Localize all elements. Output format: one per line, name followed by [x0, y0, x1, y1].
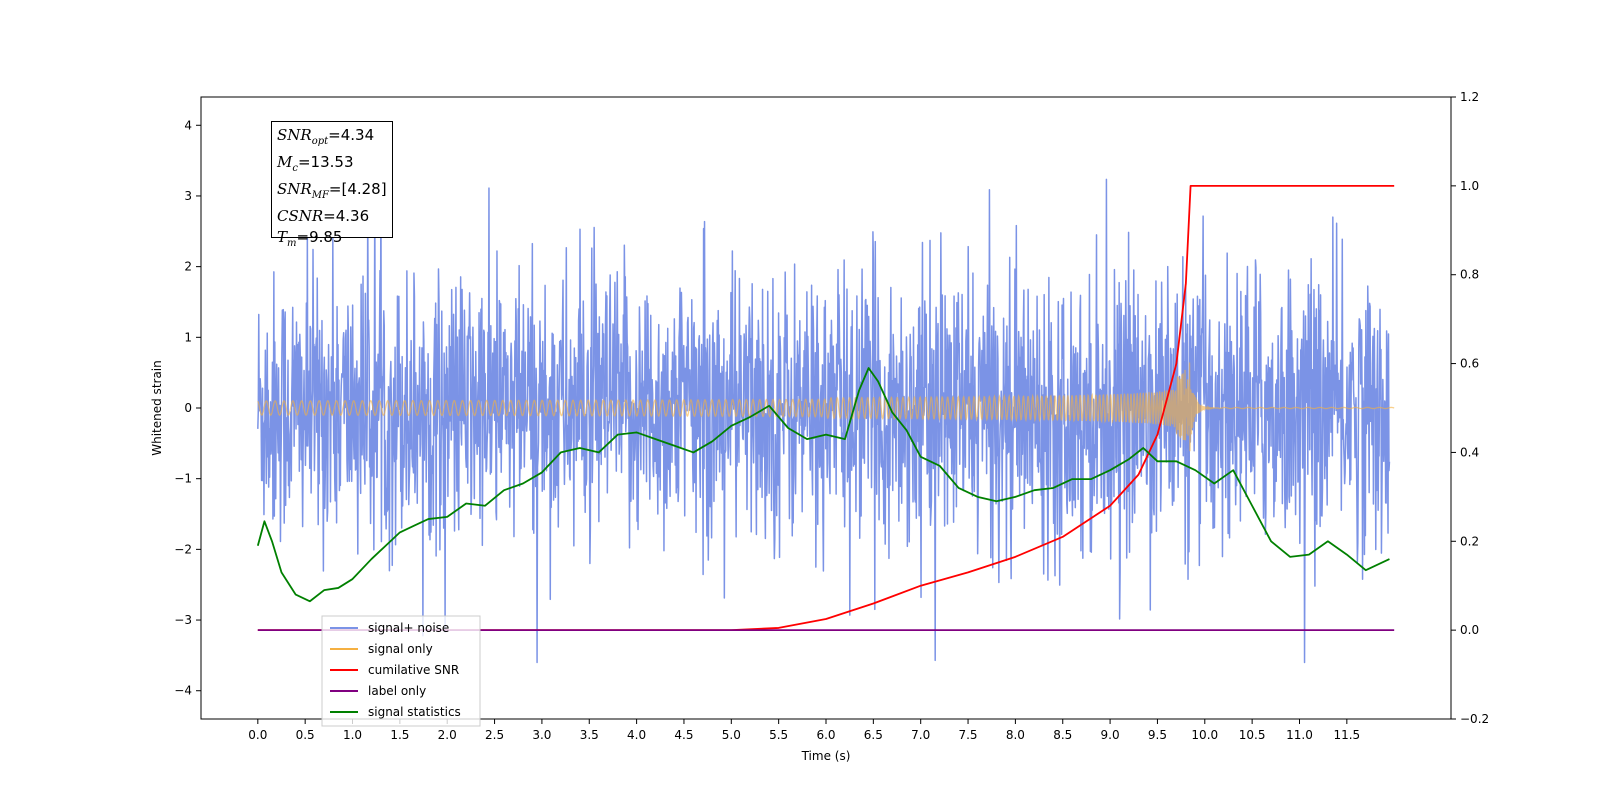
x-tick-label: 1.0: [343, 728, 362, 742]
y-tick-label-left: 4: [184, 118, 192, 132]
y-tick-label-left: −2: [174, 542, 192, 556]
y-tick-label-right: 0.6: [1460, 357, 1479, 371]
x-axis: 0.0 0.5 1.0 1.5 2.0 2.5 3.0 3.5 4.0 4.5 5.0 5.5 6.0 6…: [248, 719, 1360, 742]
y-tick-label-right: 1.0: [1460, 179, 1479, 193]
mc-value: 13.53: [310, 153, 354, 171]
series-signal-statistics: [256, 367, 1390, 603]
x-tick-label: 6.0: [816, 728, 835, 742]
x-tick-label: 2.5: [485, 728, 504, 742]
mc-line: Mc=13.53: [277, 153, 354, 174]
x-tick-label: 2.0: [438, 728, 457, 742]
tm-value: 9.85: [309, 228, 343, 246]
x-tick-label: 6.5: [864, 728, 883, 742]
y-tick-label-left: 2: [184, 260, 192, 274]
annotation-box: SNRopt=4.34 Mc=13.53 SNRMF=[4.28] CSNR=4…: [271, 121, 393, 249]
x-tick-label: 5.5: [769, 728, 788, 742]
x-tick-label: 3.5: [580, 728, 599, 742]
x-tick-label: 0.5: [296, 728, 315, 742]
x-tick-label: 9.0: [1101, 728, 1120, 742]
x-tick-label: 11.5: [1333, 728, 1360, 742]
x-tick-label: 5.0: [722, 728, 741, 742]
y-tick-label-right: 0.8: [1460, 268, 1479, 282]
x-tick-label: 0.0: [248, 728, 267, 742]
legend-label: signal only: [368, 642, 433, 656]
csnr-line: CSNR=4.36: [277, 207, 370, 225]
legend-label: cumilative SNR: [368, 663, 459, 677]
y-tick-label-right: 0.4: [1460, 445, 1479, 459]
y-tick-label-right: −0.2: [1460, 712, 1489, 726]
y-tick-label-right: 0.0: [1460, 623, 1479, 637]
y-tick-label-right: 1.2: [1460, 90, 1479, 104]
x-tick-label: 4.0: [627, 728, 646, 742]
y-tick-label-left: 0: [184, 401, 192, 415]
x-tick-label: 7.0: [911, 728, 930, 742]
x-tick-label: 8.5: [1053, 728, 1072, 742]
x-tick-label: 1.5: [390, 728, 409, 742]
snr-opt-value: 4.34: [340, 126, 375, 144]
y-axis-right: 1.2 1.0 0.8 0.6 0.4 0.2 0.0 −0.2: [1451, 90, 1489, 726]
y-tick-label-left: −1: [174, 472, 192, 486]
x-tick-label: 11.0: [1286, 728, 1313, 742]
y-tick-label-left: 3: [184, 189, 192, 203]
legend-label: label only: [368, 684, 426, 698]
csnr-value: 4.36: [335, 207, 370, 225]
x-tick-label: 10.0: [1191, 728, 1218, 742]
y-tick-label-left: −3: [174, 613, 192, 627]
y-axis-left: 4 3 2 1 0 −1 −2 −3 −4: [174, 118, 201, 698]
snr-opt-line: SNRopt=4.34: [277, 126, 375, 147]
y-tick-label-left: −4: [174, 684, 192, 698]
snr-mf-value: [4.28]: [341, 180, 387, 198]
x-tick-label: 8.0: [1006, 728, 1025, 742]
series-signal-only: [257, 362, 1395, 452]
x-tick-label: 7.5: [958, 728, 977, 742]
x-axis-label: Time (s): [801, 749, 851, 763]
x-tick-label: 9.5: [1148, 728, 1167, 742]
series-signal-noise: [257, 151, 1391, 664]
legend-label: signal+ noise: [368, 621, 449, 635]
x-tick-label: 4.5: [674, 728, 693, 742]
series-cumilative-snr: [257, 184, 1395, 632]
tm-line: Tm=9.85: [277, 228, 343, 249]
x-tick-label: 10.5: [1239, 728, 1266, 742]
y-tick-label-right: 0.2: [1460, 534, 1479, 548]
y-axis-label: Whitened strain: [150, 360, 164, 456]
legend-label: signal statistics: [368, 705, 461, 719]
snr-mf-line: SNRMF=[4.28]: [277, 180, 387, 201]
x-tick-label: 3.0: [532, 728, 551, 742]
y-tick-label-left: 1: [184, 330, 192, 344]
legend: signal+ noise signal only cumilative SNR la…: [321, 615, 481, 727]
